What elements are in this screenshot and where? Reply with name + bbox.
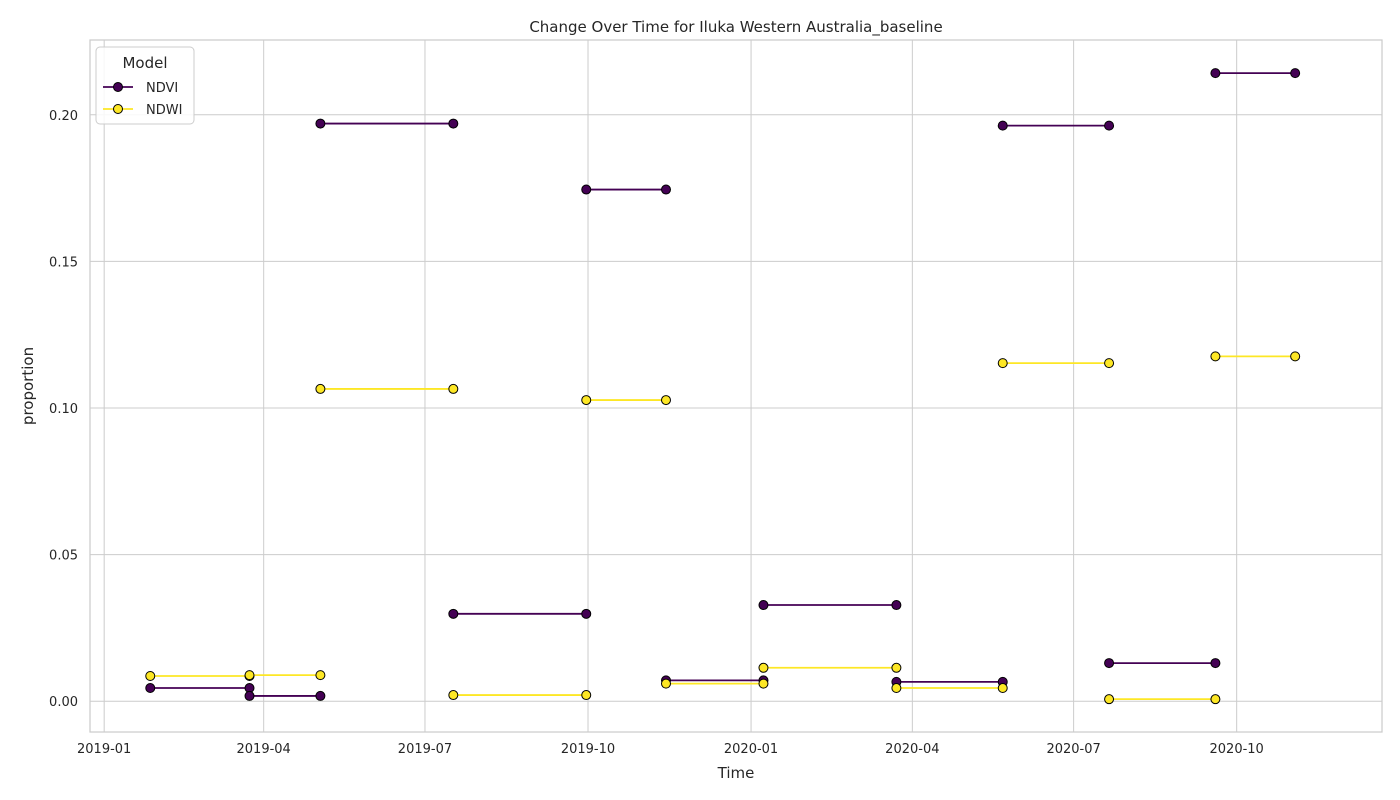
- data-point: [581, 608, 592, 619]
- data-point: [145, 670, 156, 681]
- x-axis-label: Time: [717, 764, 755, 782]
- data-point: [448, 383, 459, 394]
- y-tick-label: 0.00: [49, 695, 78, 710]
- data-point: [758, 600, 769, 611]
- data-point: [581, 690, 592, 701]
- y-axis-label: proportion: [19, 347, 37, 425]
- y-tick-label: 0.05: [49, 549, 78, 564]
- data-point: [997, 683, 1008, 694]
- data-point: [244, 690, 255, 701]
- data-point: [758, 678, 769, 689]
- data-point: [891, 683, 902, 694]
- series-ndwi: [145, 351, 1301, 705]
- legend-title: Model: [122, 54, 167, 72]
- legend-swatch-marker: [113, 82, 123, 92]
- data-point: [581, 184, 592, 195]
- data-point: [448, 608, 459, 619]
- legend-label: NDWI: [146, 103, 182, 118]
- data-point: [315, 383, 326, 394]
- x-tick-label: 2020-04: [885, 742, 939, 757]
- data-point: [660, 184, 671, 195]
- x-tick-label: 2019-04: [237, 742, 291, 757]
- data-point: [1290, 351, 1301, 362]
- data-point: [660, 395, 671, 406]
- data-point: [1210, 658, 1221, 669]
- data-point: [1290, 68, 1301, 79]
- x-tick-labels: 2019-01 2019-04 2019-07 2019-10 2020-01 2020-…: [77, 742, 1264, 757]
- data-point: [581, 395, 592, 406]
- data-point: [1210, 694, 1221, 705]
- legend: Model NDVI NDWI: [95, 46, 195, 125]
- data-point: [891, 600, 902, 611]
- data-point: [1210, 351, 1221, 362]
- data-point: [891, 662, 902, 673]
- legend-label: NDVI: [146, 81, 178, 96]
- y-tick-label: 0.20: [49, 109, 78, 124]
- x-tick-label: 2019-07: [398, 742, 452, 757]
- data-point: [1210, 68, 1221, 79]
- grid: [90, 40, 1382, 732]
- chart-title: Change Over Time for Iluka Western Austr…: [529, 18, 942, 37]
- x-tick-label: 2020-10: [1210, 742, 1264, 757]
- series-layer: [145, 68, 1301, 705]
- data-point: [448, 690, 459, 701]
- data-point: [1104, 658, 1115, 669]
- data-point: [448, 118, 459, 129]
- legend-items: NDVI NDWI: [103, 81, 182, 118]
- y-tick-label: 0.10: [49, 402, 78, 417]
- data-point: [145, 683, 156, 694]
- data-point: [315, 670, 326, 681]
- y-tick-label: 0.15: [49, 255, 78, 270]
- plot-frame: [89, 39, 1383, 733]
- data-point: [244, 670, 255, 681]
- data-point: [1104, 358, 1115, 369]
- x-tick-label: 2020-01: [724, 742, 778, 757]
- x-tick-label: 2020-07: [1046, 742, 1100, 757]
- data-point: [1104, 120, 1115, 131]
- data-point: [315, 690, 326, 701]
- plot-background: [90, 40, 1382, 732]
- data-point: [660, 678, 671, 689]
- data-point: [1104, 694, 1115, 705]
- data-point: [758, 662, 769, 673]
- data-point: [997, 358, 1008, 369]
- data-point: [315, 118, 326, 129]
- legend-swatch-marker: [113, 104, 123, 114]
- y-tick-labels: 0.00 0.05 0.10 0.15 0.20: [49, 109, 78, 710]
- x-tick-label: 2019-10: [561, 742, 615, 757]
- data-point: [997, 120, 1008, 131]
- x-tick-label: 2019-01: [77, 742, 131, 757]
- series-ndvi: [145, 68, 1301, 701]
